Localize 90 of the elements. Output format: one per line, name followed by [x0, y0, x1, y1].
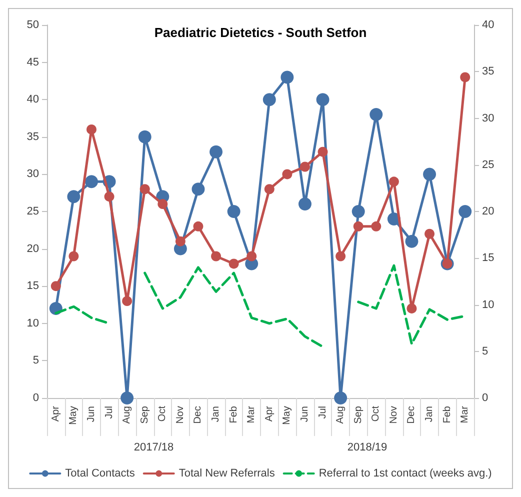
- x-tick-label: Apr: [50, 405, 62, 422]
- y2-tick-label: 15: [482, 252, 494, 264]
- y-tick-label: 15: [26, 280, 39, 292]
- point: [406, 303, 417, 314]
- point: [318, 146, 328, 157]
- point: [228, 258, 239, 269]
- point: [280, 70, 294, 84]
- point: [227, 205, 240, 218]
- point: [264, 184, 274, 194]
- text: 2018/19: [347, 442, 388, 454]
- x-tick-label: Sep: [139, 406, 150, 424]
- point: [371, 221, 382, 232]
- y-tick-label: 45: [26, 56, 39, 68]
- x-tick-label: May: [282, 406, 293, 425]
- point: [138, 130, 152, 144]
- x-tick-label: Jun: [86, 406, 97, 422]
- y2-tick-label: 20: [482, 206, 494, 218]
- x-tick-label: Aug: [335, 406, 346, 424]
- legend-label: Total Contacts: [65, 468, 136, 480]
- y-tick-label: 40: [26, 94, 39, 106]
- text: 2017/18: [134, 442, 174, 454]
- y-tick-label: 35: [26, 130, 39, 143]
- point: [120, 392, 134, 404]
- x-tick-label: Jul: [317, 406, 328, 419]
- point: [192, 182, 205, 196]
- x-tick-label: Mar: [246, 405, 258, 424]
- legend-label: Referral to 1st contact (weeks avg.): [318, 468, 492, 480]
- x-tick-label: Aug: [122, 406, 133, 424]
- point: [424, 228, 435, 239]
- x-tick-label: Oct: [157, 406, 168, 422]
- y2-tick-label: 0: [482, 392, 488, 404]
- y-tick-label: 5: [32, 354, 39, 367]
- y2-tick-label: 35: [482, 66, 494, 78]
- point: [50, 281, 61, 292]
- y2-tick-label: 25: [482, 158, 494, 171]
- x-tick-label: May: [68, 406, 80, 425]
- y2-tick-label: 10: [482, 298, 494, 311]
- point: [246, 251, 257, 262]
- x-tick-label: Dec: [406, 406, 418, 424]
- legend-label: Total New Referrals: [178, 468, 276, 480]
- x-tick-label: Feb: [228, 406, 240, 424]
- point: [158, 199, 168, 210]
- point: [352, 205, 365, 218]
- y2-tick-label: 30: [482, 112, 494, 124]
- y-tick-label: 10: [26, 317, 39, 330]
- point: [84, 175, 98, 188]
- point: [193, 221, 204, 232]
- point: [353, 221, 364, 232]
- point: [423, 168, 436, 181]
- x-tick-label: Jun: [299, 406, 310, 422]
- x-tick-label: Oct: [370, 406, 382, 422]
- x-tick-label: Jan: [210, 406, 222, 422]
- y-tick-label: 20: [26, 242, 39, 255]
- point: [300, 162, 310, 172]
- x-tick-label: Nov: [174, 406, 186, 424]
- point: [405, 234, 418, 248]
- point: [298, 198, 312, 211]
- point: [460, 72, 470, 82]
- y-tick-label: 0: [32, 392, 39, 404]
- x-tick-label: Jan: [424, 406, 436, 422]
- point: [458, 205, 472, 218]
- point: [67, 190, 80, 204]
- point: [122, 296, 132, 306]
- x-tick-label: Sep: [352, 406, 364, 424]
- x-tick-label: Mar: [460, 405, 471, 424]
- point: [104, 192, 114, 202]
- chart-title: Paediatric Dietetics - South Setfon: [154, 25, 367, 40]
- x-tick-label: Dec: [192, 406, 204, 424]
- point: [334, 392, 348, 404]
- point: [68, 251, 79, 262]
- y2-tick-label: 5: [482, 345, 488, 358]
- point: [388, 176, 399, 187]
- x-tick-label: Apr: [264, 405, 275, 422]
- y-tick-label: 30: [26, 168, 39, 180]
- x-tick-label: Feb: [442, 406, 453, 424]
- y2-tick-label: 40: [482, 19, 494, 31]
- point: [370, 108, 383, 122]
- point: [336, 251, 346, 262]
- point: [210, 145, 223, 158]
- point: [262, 93, 276, 106]
- point: [316, 93, 330, 106]
- x-tick-label: Nov: [388, 406, 400, 424]
- point: [86, 124, 96, 134]
- y-tick-label: 25: [26, 206, 39, 218]
- y-tick-label: 50: [26, 19, 39, 31]
- point: [175, 236, 186, 246]
- point: [140, 184, 150, 194]
- point: [211, 251, 222, 262]
- point: [282, 169, 292, 180]
- x-tick-label: Jul: [104, 406, 115, 419]
